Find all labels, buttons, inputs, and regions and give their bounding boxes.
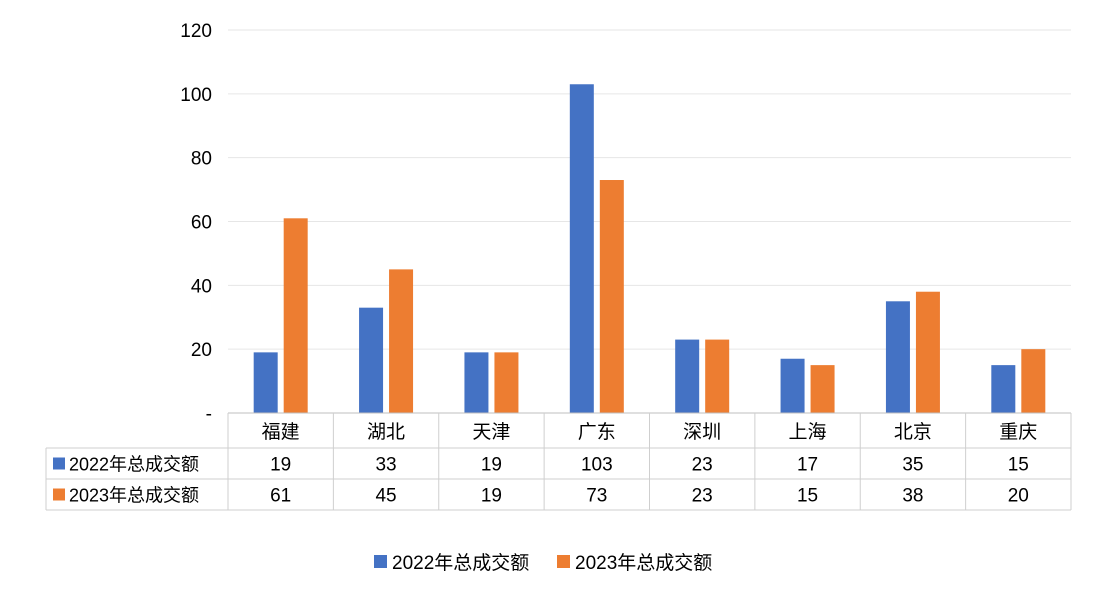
bar-series1 — [675, 339, 700, 413]
table-row-label: 2022年总成交额 — [69, 455, 199, 475]
table-cell-value: 35 — [902, 455, 923, 476]
table-cell-value: 73 — [586, 486, 607, 507]
bar-series1 — [885, 301, 910, 413]
y-axis-ticks: - 20 40 60 80 100 120 — [180, 21, 212, 425]
y-tick-label: - — [206, 404, 212, 425]
bar-series2 — [494, 352, 519, 413]
category-label: 福建 — [262, 421, 300, 443]
y-tick-label: 120 — [180, 21, 212, 42]
y-tick-label: 80 — [191, 149, 212, 170]
table-row-label: 2023年总成交额 — [69, 486, 199, 506]
bar-series2 — [283, 218, 308, 413]
table-cell-value: 38 — [902, 486, 923, 507]
y-tick-label: 60 — [191, 213, 212, 234]
category-label: 北京 — [894, 421, 932, 443]
table-cell-value: 15 — [797, 486, 818, 507]
table-legend-key — [53, 457, 65, 470]
legend-swatch — [374, 555, 387, 568]
category-label: 重庆 — [999, 421, 1037, 443]
bar-series1 — [253, 352, 278, 413]
category-label: 深圳 — [683, 421, 721, 443]
bar-series2 — [1021, 349, 1046, 413]
bar-series2 — [705, 339, 730, 413]
y-tick-label: 20 — [191, 340, 212, 361]
legend: 2022年总成交额 2023年总成交额 — [374, 552, 712, 574]
table-cell-value: 103 — [581, 455, 613, 476]
bar-series2 — [389, 269, 414, 413]
table-cell-value: 15 — [1008, 455, 1029, 476]
table-cell-value: 19 — [481, 455, 502, 476]
bar-series2 — [810, 365, 835, 413]
bars — [253, 84, 1046, 413]
bar-series1 — [991, 365, 1016, 413]
bar-series2 — [599, 180, 624, 413]
table-cell-value: 17 — [797, 455, 818, 476]
table-cell-value: 20 — [1008, 486, 1029, 507]
category-label: 上海 — [789, 421, 827, 443]
table-cell-value: 23 — [692, 486, 713, 507]
category-label: 天津 — [472, 421, 510, 443]
table-cell-value: 19 — [481, 486, 502, 507]
legend-swatch — [557, 555, 570, 568]
legend-label: 2022年总成交额 — [392, 552, 529, 574]
gridlines — [228, 29, 1071, 350]
table-cell-value: 23 — [692, 455, 713, 476]
table-cell-value: 61 — [270, 486, 291, 507]
category-label: 广东 — [578, 421, 616, 443]
bar-series1 — [464, 352, 489, 413]
bar-series1 — [780, 358, 805, 413]
table-legend-key — [53, 488, 65, 501]
bar-series1 — [359, 307, 384, 413]
y-tick-label: 40 — [191, 276, 212, 297]
legend-label: 2023年总成交额 — [575, 552, 712, 574]
table-cell-value: 33 — [375, 455, 396, 476]
data-table: 福建 湖北 天津 广东 深圳 上海 北京 重庆 2022年总成交额 19 33 19 103 23 17 35… — [45, 412, 1072, 511]
bar-series2 — [915, 291, 940, 413]
table-cell-value: 19 — [270, 455, 291, 476]
category-label: 湖北 — [367, 421, 405, 443]
y-tick-label: 100 — [180, 85, 212, 106]
table-cell-value: 45 — [375, 486, 396, 507]
bar-series1 — [569, 84, 594, 413]
